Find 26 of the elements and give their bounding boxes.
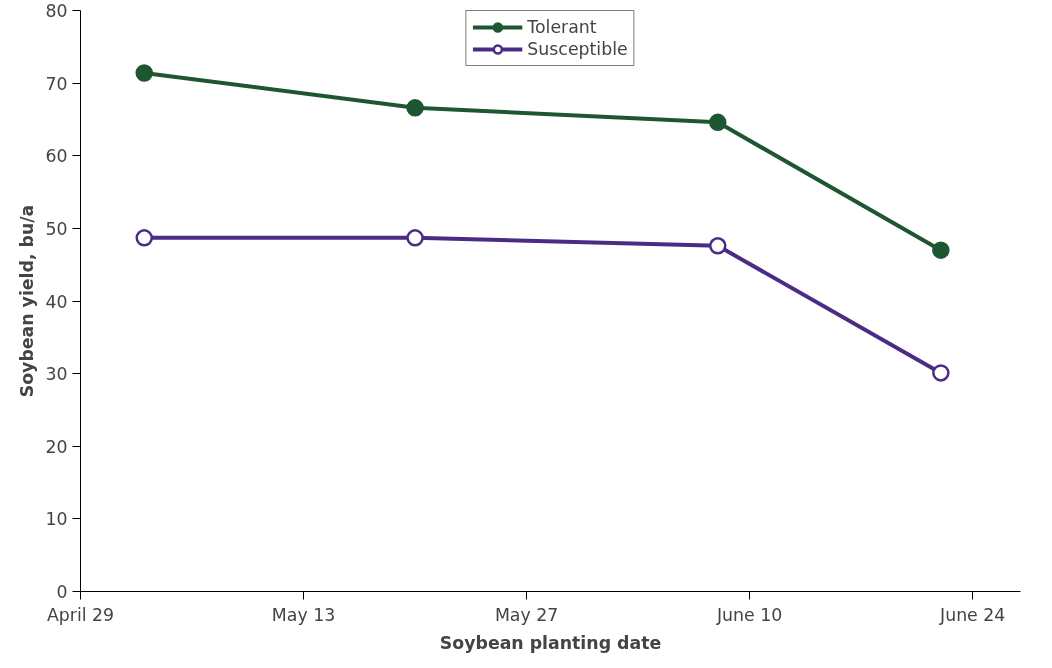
legend-label: Tolerant xyxy=(527,17,597,37)
y-tick-label: 30 xyxy=(45,364,68,385)
x-tick-label: April 29 xyxy=(46,604,115,625)
point xyxy=(709,113,727,132)
y-tick-label: 60 xyxy=(45,146,68,167)
x-tick-label: June 24 xyxy=(939,604,1006,625)
point xyxy=(406,229,424,247)
x-tick-label: May 13 xyxy=(271,604,336,625)
x-tick-label: June 10 xyxy=(716,604,783,625)
point xyxy=(932,241,950,259)
y-tick-label: 50 xyxy=(45,218,68,239)
legend-label: Susceptible xyxy=(527,39,628,59)
y-tick-label: 80 xyxy=(45,1,68,21)
y-tick-label: 70 xyxy=(45,73,68,94)
y-tick-label: 40 xyxy=(45,291,68,312)
y-tick-label: 10 xyxy=(45,509,68,530)
y-tick-label: 0 xyxy=(56,582,68,602)
point xyxy=(406,99,424,117)
x-tick-label: May 27 xyxy=(494,604,559,625)
y-axis-title: Soybean yield, bu/a xyxy=(17,204,38,398)
point xyxy=(135,229,153,247)
x-axis-title: Soybean planting date xyxy=(439,632,662,653)
y-tick-label: 20 xyxy=(45,436,68,457)
point xyxy=(709,237,727,255)
point xyxy=(932,364,950,382)
point xyxy=(135,64,153,82)
